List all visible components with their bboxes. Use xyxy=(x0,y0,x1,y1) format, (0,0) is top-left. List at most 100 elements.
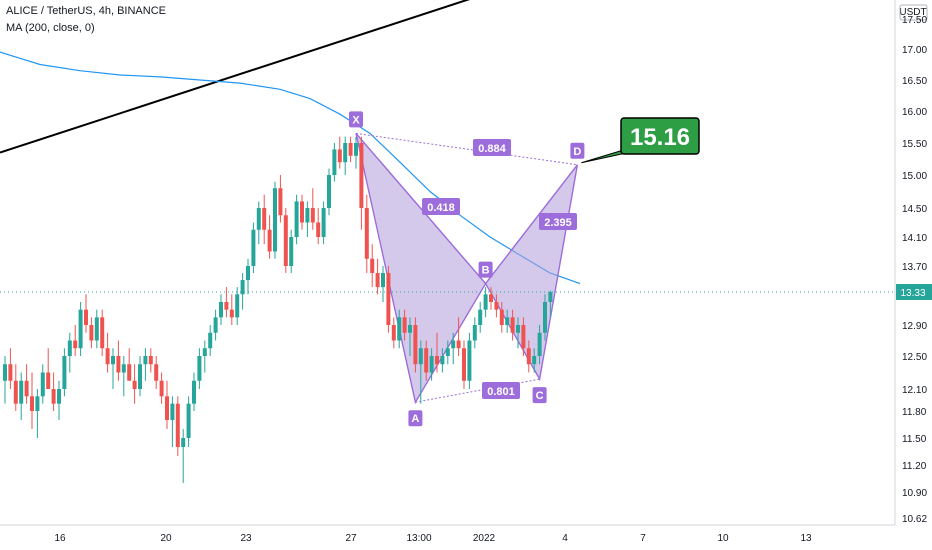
point-badge-x xyxy=(349,111,363,128)
candle-body xyxy=(391,325,396,341)
point-label-d: D xyxy=(573,146,581,158)
price-tick-label: 11.80 xyxy=(902,407,927,418)
candle-body xyxy=(386,273,391,325)
candle-body xyxy=(175,403,180,447)
price-tick-label: 14.10 xyxy=(902,233,927,244)
candle-body xyxy=(240,280,245,295)
target-price-label: 15.16 xyxy=(630,124,690,151)
candle-body xyxy=(111,356,115,365)
time-tick-label: 13 xyxy=(800,533,812,544)
current-price-label: 13.33 xyxy=(900,288,925,299)
candle-body xyxy=(13,380,18,404)
candle-body xyxy=(283,215,288,266)
ratio-badge xyxy=(482,382,520,399)
candle-body xyxy=(462,348,466,381)
point-badge-d xyxy=(570,142,585,159)
candle-body xyxy=(397,317,402,341)
ratio-badge xyxy=(422,198,460,215)
time-tick-label: 4 xyxy=(562,533,568,544)
candle-body xyxy=(208,332,213,349)
candle-body xyxy=(235,294,240,318)
candle-body xyxy=(494,301,499,310)
ratio-label: 0.801 xyxy=(487,386,515,398)
candle-body xyxy=(3,364,7,381)
candle-body xyxy=(267,229,272,252)
candle-body xyxy=(251,229,256,266)
candle-body xyxy=(316,222,321,237)
candle-body xyxy=(89,325,94,341)
candle-body xyxy=(8,364,13,381)
price-tick-label: 17.00 xyxy=(902,45,927,56)
candle-body xyxy=(100,317,105,349)
candle-body xyxy=(343,143,348,163)
currency-label: USDT xyxy=(899,7,926,18)
candle-body xyxy=(262,208,267,230)
candle-body xyxy=(159,380,164,397)
candle-body xyxy=(73,340,78,349)
candle-body xyxy=(451,340,456,349)
point-badge-a xyxy=(408,410,423,427)
candle-body xyxy=(121,364,126,373)
candle-body xyxy=(537,332,542,356)
ma-200-line xyxy=(0,51,581,285)
candle-body xyxy=(381,273,385,288)
candle-body xyxy=(273,188,277,252)
candle-body xyxy=(294,201,299,237)
candle-body xyxy=(305,208,310,223)
ratio-label: 0.884 xyxy=(478,143,506,155)
currency-box xyxy=(899,4,928,21)
candle-body xyxy=(332,149,337,175)
ratio-connector xyxy=(355,133,486,284)
candle-body xyxy=(483,294,488,310)
candle-body xyxy=(278,188,283,216)
price-tick-label: 11.50 xyxy=(902,434,927,445)
candle-body xyxy=(165,396,169,420)
candle-body xyxy=(197,356,202,381)
candle-body xyxy=(224,301,229,310)
point-label-c: C xyxy=(536,390,544,402)
candle-body xyxy=(370,258,375,274)
candle-body xyxy=(35,396,40,411)
candle-body xyxy=(219,301,223,318)
candle-body xyxy=(84,309,88,325)
candle-body xyxy=(327,175,331,208)
candle-body xyxy=(192,380,196,404)
time-tick-label: 10 xyxy=(717,533,729,544)
candle-body xyxy=(526,348,531,365)
price-tick-label: 17.50 xyxy=(902,15,927,26)
candle-body xyxy=(289,237,294,266)
time-tick-label: 27 xyxy=(345,533,357,544)
candle-body xyxy=(154,364,159,381)
time-tick-label: 7 xyxy=(640,533,646,544)
ratio-label: 0.418 xyxy=(427,202,455,214)
time-tick-label: 20 xyxy=(160,533,172,544)
candle-body xyxy=(94,317,99,341)
candle-body xyxy=(310,208,315,223)
candle-body xyxy=(78,309,83,349)
ratio-badge xyxy=(539,213,577,230)
price-tick-label: 12.90 xyxy=(902,321,927,332)
candle-body xyxy=(170,403,175,420)
time-tick-label: 13:00 xyxy=(406,533,431,544)
candle-body xyxy=(46,372,51,389)
candle-body xyxy=(127,364,132,381)
candle-body xyxy=(402,317,407,333)
ratio-connector xyxy=(355,132,578,166)
candle-body xyxy=(505,317,510,325)
candle-body xyxy=(478,309,483,325)
point-label-x: X xyxy=(352,114,360,126)
candle-body xyxy=(359,143,364,208)
candle-body xyxy=(348,143,353,156)
candle-body xyxy=(181,438,186,447)
candle-body xyxy=(364,208,369,259)
candle-body xyxy=(375,273,380,288)
candle-body xyxy=(67,340,72,356)
candle-body xyxy=(413,325,418,365)
candle-body xyxy=(429,356,434,373)
current-price-badge xyxy=(896,284,932,300)
time-tick-label: 23 xyxy=(240,533,252,544)
candles-group xyxy=(3,136,553,483)
candle-body xyxy=(213,317,218,333)
